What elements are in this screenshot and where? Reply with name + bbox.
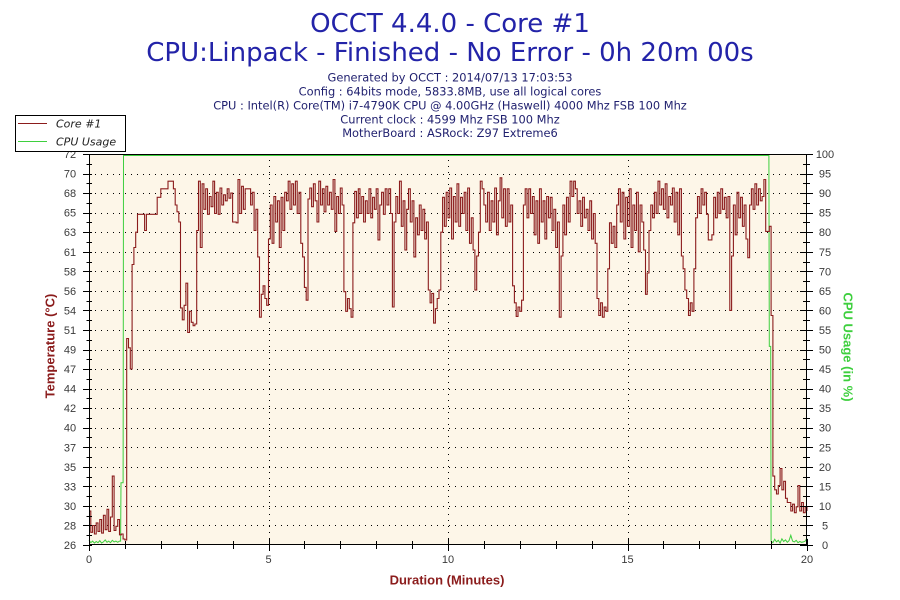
info-generated: Generated by OCCT : 2014/07/13 17:03:53 (328, 71, 573, 85)
x-tick-label: 5 (265, 554, 271, 566)
legend: Core #1 CPU Usage (15, 115, 126, 152)
y2-tick-label: 55 (819, 325, 831, 337)
y2-tick-label: 30 (819, 423, 831, 435)
y2-tick-label: 5 (822, 520, 828, 532)
y-tick-label: 65 (64, 208, 76, 220)
series-line-core-1 (89, 177, 808, 541)
y-tick-label: 30 (64, 501, 76, 513)
y-tick-label: 58 (64, 266, 76, 278)
y-tick-label: 44 (64, 384, 76, 396)
y-tick-label: 26 (64, 540, 76, 552)
y-tick-label: 68 (64, 188, 76, 200)
chart-title: OCCT 4.4.0 - Core #1 (310, 9, 590, 39)
y2-tick-label: 90 (819, 188, 831, 200)
info-config: Config : 64bits mode, 5833.8MB, use all … (299, 85, 602, 99)
y-axis-title: Temperature (°C) (43, 294, 58, 399)
y2-tick-label: 60 (819, 305, 831, 317)
y2-tick-label: 25 (819, 442, 831, 454)
y2-tick-label: 80 (819, 227, 831, 239)
info-cpu: CPU : Intel(R) Core(TM) i7-4790K CPU @ 4… (213, 99, 687, 113)
x-tick-label: 20 (801, 554, 813, 566)
chart-subtitle: CPU:Linpack - Finished - No Error - 0h 2… (146, 38, 753, 68)
y2-tick-label: 100 (816, 149, 834, 161)
y-tick-label: 33 (64, 481, 76, 493)
x-tick-label: 10 (442, 554, 454, 566)
y-tick-label: 49 (64, 345, 76, 357)
y2-tick-label: 15 (819, 481, 831, 493)
info-motherboard: MotherBoard : ASRock: Z97 Extreme6 (342, 126, 558, 140)
legend-label-cpu-usage: CPU Usage (56, 136, 116, 149)
series-line-cpu-usage (88, 155, 808, 545)
y-tick-label: 54 (64, 305, 76, 317)
y2-axis-title: CPU Usage (in %) (841, 292, 856, 401)
y2-tick-label: 50 (819, 345, 831, 357)
y-tick-label: 40 (64, 423, 76, 435)
y-tick-label: 51 (64, 325, 76, 337)
legend-label-core-1: Core #1 (56, 118, 101, 131)
y2-tick-label: 75 (819, 247, 831, 259)
info-current-clock: Current clock : 4599 Mhz FSB 100 Mhz (340, 112, 559, 126)
y2-tick-label: 35 (819, 403, 831, 415)
series-layer (88, 155, 808, 545)
y-tick-label: 61 (64, 247, 76, 259)
y-tick-label: 63 (64, 227, 76, 239)
y2-tick-label: 95 (819, 169, 831, 181)
y-tick-label: 37 (64, 442, 76, 454)
y2-tick-label: 0 (822, 540, 828, 552)
y-tick-label: 28 (64, 520, 76, 532)
y2-tick-label: 45 (819, 364, 831, 376)
y-tick-label: 56 (64, 286, 76, 298)
y-tick-label: 35 (64, 462, 76, 474)
axis-ticks (83, 154, 813, 551)
y-tick-label: 47 (64, 364, 76, 376)
x-axis-title: Duration (Minutes) (390, 573, 505, 588)
y2-tick-label: 40 (819, 384, 831, 396)
y-tick-label: 70 (64, 169, 76, 181)
y2-tick-label: 65 (819, 286, 831, 298)
plot-area (89, 154, 807, 545)
y-tick-label: 42 (64, 403, 76, 415)
x-tick-label: 0 (86, 554, 92, 566)
x-tick-label: 15 (621, 554, 633, 566)
legend-box (15, 115, 126, 152)
y2-tick-label: 85 (819, 208, 831, 220)
y2-tick-label: 70 (819, 266, 831, 278)
chart-header: OCCT 4.4.0 - Core #1 CPU:Linpack - Finis… (146, 9, 753, 140)
y2-tick-label: 10 (819, 501, 831, 513)
y2-tick-label: 20 (819, 462, 831, 474)
